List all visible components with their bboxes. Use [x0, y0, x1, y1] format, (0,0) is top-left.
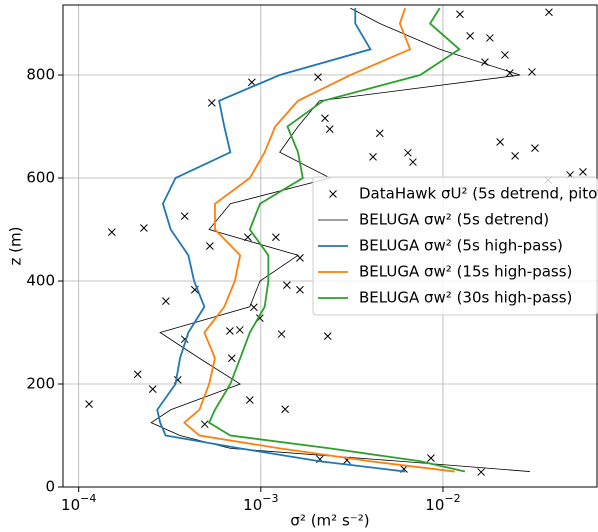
marker: [477, 468, 485, 476]
marker: [375, 129, 384, 138]
y-tick-label: 0: [45, 478, 55, 496]
marker: [427, 454, 435, 463]
marker: [180, 212, 189, 220]
legend-marker: [329, 190, 337, 198]
legend-label: DataHawk σU² (5s detrend, pitot): [359, 185, 598, 203]
marker: [579, 167, 587, 176]
x-axis-label: σ² (m² s⁻²): [290, 512, 369, 530]
legend-box: [312, 176, 598, 316]
axes: 10−4 10−3 10−2 0 200 400 600 800: [26, 4, 598, 514]
marker: [321, 114, 329, 123]
marker: [248, 78, 256, 87]
marker: [486, 34, 494, 42]
marker: [148, 385, 157, 394]
marker: [200, 420, 209, 429]
marker: [107, 228, 116, 236]
marker: [227, 354, 236, 363]
y-tick-label: 400: [26, 272, 55, 290]
x-tick-label: 10−2: [425, 492, 460, 514]
marker: [281, 405, 290, 414]
plot-area: [85, 7, 587, 476]
marker: [235, 326, 244, 334]
legend-label: BELUGA σw² (15s high-pass): [359, 263, 572, 281]
marker: [496, 138, 504, 146]
series-line: [207, 7, 466, 473]
series-line: [156, 8, 406, 473]
marker: [277, 330, 286, 338]
marker: [531, 144, 539, 153]
marker: [511, 152, 519, 160]
marker: [409, 158, 417, 166]
marker: [162, 297, 170, 305]
x-tick-label: 10−3: [243, 492, 278, 514]
marker: [314, 73, 322, 81]
y-tick-label: 800: [26, 66, 55, 84]
series-line: [182, 7, 455, 473]
marker: [456, 10, 464, 19]
marker: [140, 224, 148, 232]
series-line: [150, 7, 530, 472]
marker: [528, 68, 536, 76]
marker: [369, 153, 377, 161]
marker: [325, 125, 334, 133]
marker: [323, 332, 332, 340]
marker: [404, 148, 412, 157]
legend-label: BELUGA σw² (30s high-pass): [359, 289, 572, 307]
marker: [545, 8, 553, 17]
marker: [226, 327, 234, 335]
marker: [133, 370, 142, 379]
marker: [244, 233, 252, 242]
y-axis-label: z (m): [7, 227, 25, 266]
x-tick-label: 10−4: [61, 492, 96, 514]
marker: [272, 233, 280, 242]
marker: [207, 98, 216, 107]
legend: DataHawk σU² (5s detrend, pitot) BELUGA σ…: [312, 176, 598, 316]
marker: [501, 51, 509, 59]
y-tick-label: 200: [26, 375, 55, 393]
marker: [250, 303, 258, 312]
legend-label: BELUGA σw² (5s high-pass): [359, 237, 563, 255]
marker: [245, 396, 254, 404]
marker: [283, 281, 291, 289]
marker: [296, 285, 304, 294]
legend-label: BELUGA σw² (5s detrend): [359, 211, 549, 229]
marker: [466, 32, 474, 40]
y-tick-label: 600: [26, 169, 55, 187]
marker: [85, 400, 93, 408]
marker: [206, 242, 214, 250]
